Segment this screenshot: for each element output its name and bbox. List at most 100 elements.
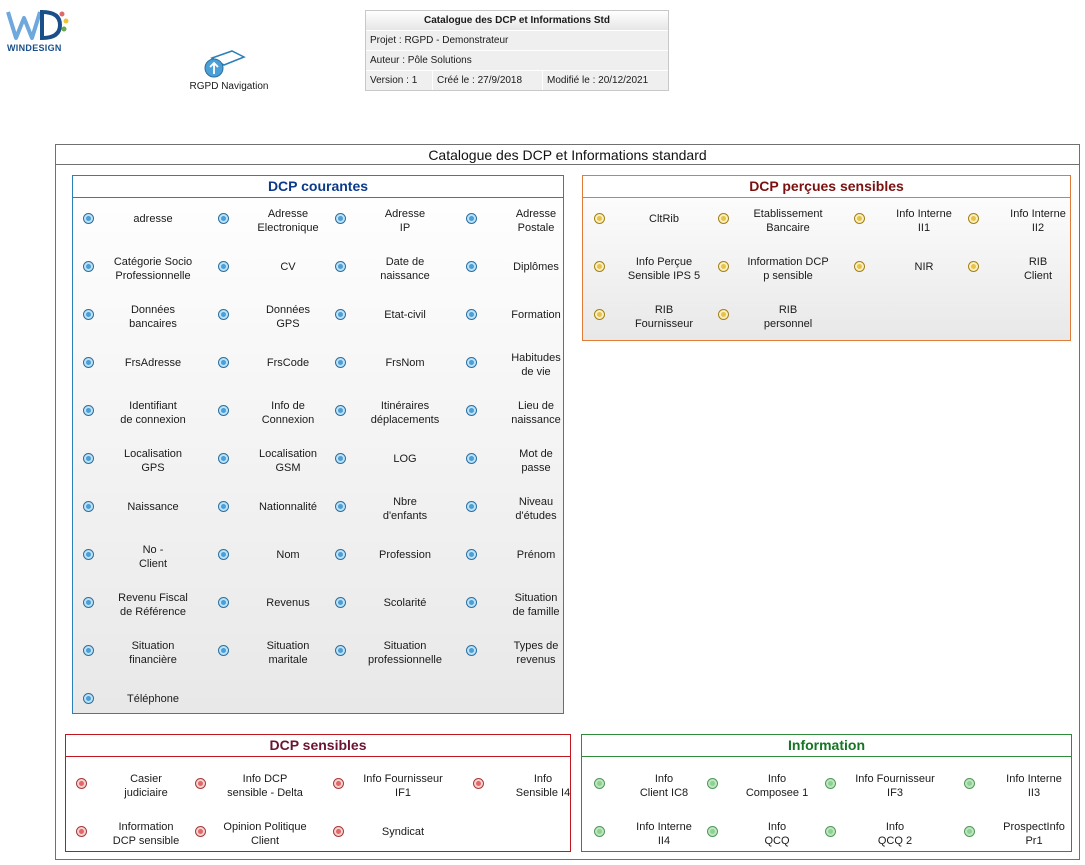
entity-item[interactable]: NIR: [854, 255, 982, 295]
entity-item[interactable]: Info DCP sensible - Delta: [195, 772, 323, 812]
entity-item[interactable]: Info Composee 1: [707, 772, 835, 812]
info-table-title: Catalogue des DCP et Informations Std: [366, 11, 668, 31]
entity-item[interactable]: Info Fournisseur IF1: [333, 772, 461, 812]
entity-item[interactable]: Situation maritale: [218, 639, 346, 679]
entity-item[interactable]: FrsCode: [218, 351, 346, 391]
entity-item[interactable]: Itinéraires déplacements: [335, 399, 463, 439]
entity-label: Info Fournisseur IF1: [363, 773, 443, 799]
entity-item[interactable]: Lieu de naissance: [466, 399, 594, 439]
entity-item[interactable]: Etablissement Bancaire: [718, 207, 846, 247]
entity-label: NIR: [914, 261, 934, 273]
entity-item[interactable]: Nbre d'enfants: [335, 495, 463, 535]
entity-label: Types de revenus: [513, 640, 559, 666]
rgpd-navigation-shortcut[interactable]: RGPD Navigation: [184, 48, 274, 96]
info-dates-row: Version : 1 Créé le : 27/9/2018 Modifié …: [366, 71, 668, 90]
entity-item[interactable]: Revenu Fiscal de Référence: [83, 591, 211, 631]
entity-icon: [854, 213, 865, 224]
entity-item[interactable]: Données GPS: [218, 303, 346, 343]
entity-item[interactable]: Prénom: [466, 543, 594, 583]
entity-item[interactable]: No - Client: [83, 543, 211, 583]
entity-icon: [218, 261, 229, 272]
entity-item[interactable]: Naissance: [83, 495, 211, 535]
entity-label: Info Interne II2: [1010, 208, 1066, 234]
entity-item[interactable]: Téléphone: [83, 687, 211, 727]
entity-item[interactable]: RIB personnel: [718, 303, 846, 343]
entity-item[interactable]: Localisation GPS: [83, 447, 211, 487]
entity-icon: [76, 826, 87, 837]
entity-item[interactable]: Situation de famille: [466, 591, 594, 631]
entity-label: No - Client: [138, 544, 168, 570]
entity-item[interactable]: Info Sensible I4: [473, 772, 601, 812]
entity-label: Adresse Postale: [515, 208, 557, 234]
entity-label: Diplômes: [513, 261, 559, 273]
entity-item[interactable]: Information DCP sensible: [76, 820, 204, 860]
entity-item[interactable]: Adresse Postale: [466, 207, 594, 247]
entity-item[interactable]: Info Interne II1: [854, 207, 982, 247]
entity-item[interactable]: FrsNom: [335, 351, 463, 391]
group-items: Info Client IC8 Info Composee 1 Info Fourn…: [582, 756, 1071, 851]
entity-item[interactable]: Info Perçue Sensible IPS 5: [594, 255, 722, 295]
entity-item[interactable]: Nationnalité: [218, 495, 346, 535]
entity-item[interactable]: Scolarité: [335, 591, 463, 631]
entity-item[interactable]: CV: [218, 255, 346, 295]
entity-item[interactable]: Adresse IP: [335, 207, 463, 247]
entity-icon: [83, 549, 94, 560]
entity-icon: [333, 778, 344, 789]
entity-item[interactable]: Opinion Politique Client: [195, 820, 323, 860]
entity-item[interactable]: Information DCP p sensible: [718, 255, 846, 295]
entity-item[interactable]: Habitudes de vie: [466, 351, 594, 391]
entity-icon: [83, 597, 94, 608]
entity-item[interactable]: Catégorie Socio Professionnelle: [83, 255, 211, 295]
entity-label: Information DCP sensible: [112, 821, 180, 847]
entity-item[interactable]: RIB Client: [968, 255, 1085, 295]
entity-item[interactable]: Adresse Electronique: [218, 207, 346, 247]
entity-item[interactable]: ProspectInfo Pr1: [964, 820, 1085, 860]
entity-item[interactable]: adresse: [83, 207, 211, 247]
entity-label: Info Client IC8: [639, 773, 689, 799]
group-items: Casier judiciaire Info DCP sensible - Del…: [66, 756, 570, 851]
entity-label: RIB Client: [1023, 256, 1053, 282]
entity-item[interactable]: Info QCQ: [707, 820, 835, 860]
entity-label: Naissance: [127, 501, 179, 513]
entity-item[interactable]: RIB Fournisseur: [594, 303, 722, 343]
entity-item[interactable]: Mot de passe: [466, 447, 594, 487]
entity-item[interactable]: Diplômes: [466, 255, 594, 295]
entity-item[interactable]: Niveau d'études: [466, 495, 594, 535]
entity-label: Revenus: [266, 597, 310, 609]
entity-item[interactable]: Etat-civil: [335, 303, 463, 343]
group-title: DCP courantes: [73, 176, 563, 198]
entity-icon: [195, 826, 206, 837]
entity-item[interactable]: LOG: [335, 447, 463, 487]
entity-item[interactable]: Situation professionnelle: [335, 639, 463, 679]
entity-item[interactable]: CltRib: [594, 207, 722, 247]
entity-item[interactable]: Profession: [335, 543, 463, 583]
entity-label: Info Fournisseur IF3: [855, 773, 935, 799]
entity-item[interactable]: Syndicat: [333, 820, 461, 860]
entity-item[interactable]: Info Interne II2: [968, 207, 1085, 247]
entity-item[interactable]: Info de Connexion: [218, 399, 346, 439]
entity-item[interactable]: Info Interne II4: [594, 820, 722, 860]
entity-item[interactable]: Date de naissance: [335, 255, 463, 295]
entity-icon: [218, 357, 229, 368]
entity-item[interactable]: Info QCQ 2: [825, 820, 953, 860]
entity-item[interactable]: Nom: [218, 543, 346, 583]
entity-item[interactable]: Info Fournisseur IF3: [825, 772, 953, 812]
entity-icon: [83, 261, 94, 272]
entity-item[interactable]: Données bancaires: [83, 303, 211, 343]
entity-label: Info QCQ: [764, 821, 790, 847]
entity-item[interactable]: Casier judiciaire: [76, 772, 204, 812]
entity-label: Nationnalité: [258, 501, 318, 513]
entity-item[interactable]: Revenus: [218, 591, 346, 631]
entity-item[interactable]: Localisation GSM: [218, 447, 346, 487]
entity-item[interactable]: Identifiant de connexion: [83, 399, 211, 439]
entity-item[interactable]: Info Interne II3: [964, 772, 1085, 812]
entity-label: Info Interne II3: [1006, 773, 1062, 799]
entity-icon: [218, 645, 229, 656]
entity-item[interactable]: FrsAdresse: [83, 351, 211, 391]
entity-item[interactable]: Info Client IC8: [594, 772, 722, 812]
entity-item[interactable]: Formation: [466, 303, 594, 343]
entity-item[interactable]: Situation financière: [83, 639, 211, 679]
entity-label: FrsNom: [385, 357, 425, 369]
entity-item[interactable]: Types de revenus: [466, 639, 594, 679]
catalogue-frame: Catalogue des DCP et Informations standa…: [55, 144, 1080, 860]
